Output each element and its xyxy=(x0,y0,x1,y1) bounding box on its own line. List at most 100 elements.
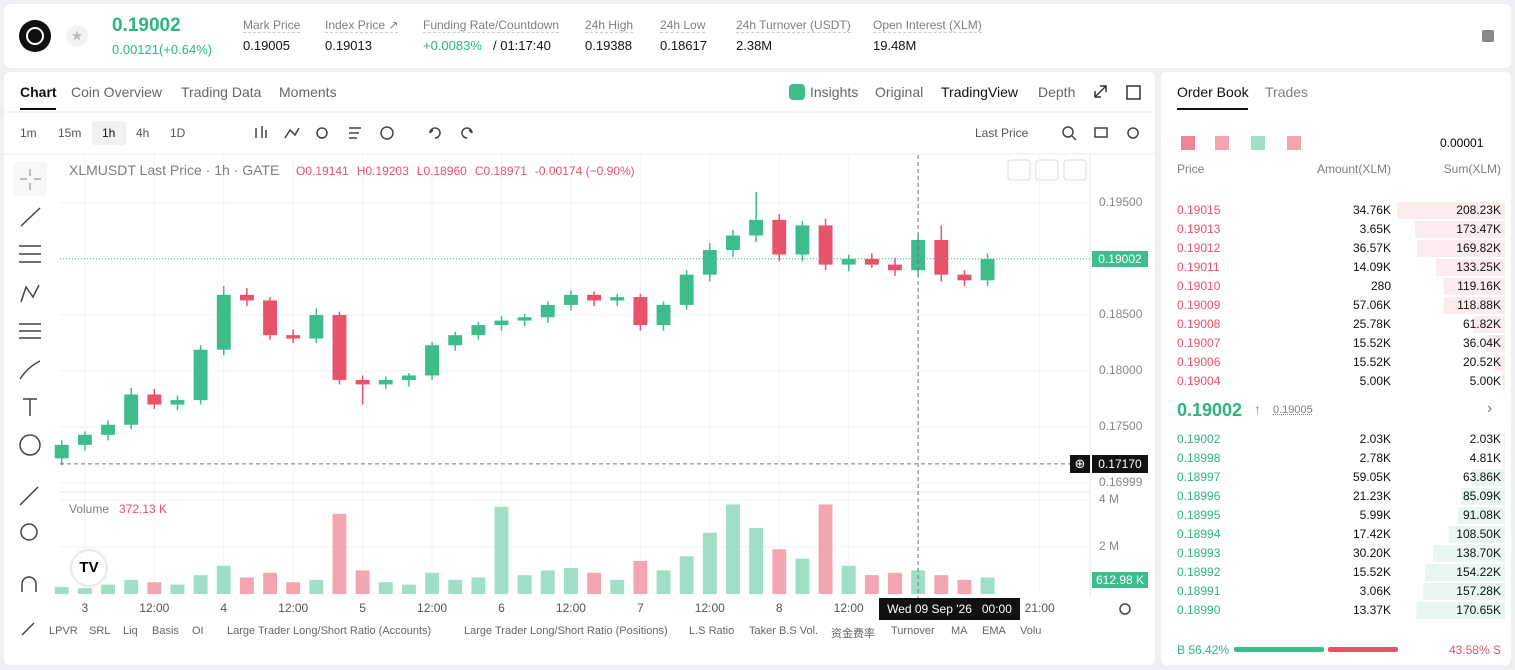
interval[interactable]: 1D xyxy=(170,126,186,140)
chart-tab[interactable]: Chart xyxy=(20,84,57,100)
book-mid-price: 0.19002 xyxy=(1177,400,1243,420)
book-sum: 133.25K xyxy=(1456,260,1501,274)
depth-bar xyxy=(1433,545,1505,562)
book-amount: 30.20K xyxy=(1352,546,1391,560)
indicator[interactable]: Liq xyxy=(123,625,138,637)
candle-body xyxy=(564,294,578,305)
book-precision[interactable]: 0.00001 xyxy=(1440,136,1484,150)
book-price: 0.19012 xyxy=(1177,241,1221,255)
depth-bar xyxy=(1494,354,1505,371)
book-price: 0.19008 xyxy=(1177,317,1221,331)
depth-bar xyxy=(1397,202,1505,219)
view-tab[interactable]: TradingView xyxy=(941,84,1019,100)
top-bar xyxy=(4,4,1511,68)
indicator[interactable]: Large Trader Long/Short Ratio (Accounts) xyxy=(227,625,432,637)
indicator[interactable]: 资金费率 xyxy=(831,628,875,640)
indicator[interactable]: Volu xyxy=(1020,625,1042,637)
icon[interactable] xyxy=(1126,85,1141,100)
icon[interactable] xyxy=(1482,30,1494,42)
candle-body xyxy=(656,304,671,326)
stat-label: Mark Price xyxy=(243,18,301,33)
indicator[interactable]: Turnover xyxy=(891,625,935,637)
plot: 0.169990.175000.180000.185000.190000.195… xyxy=(54,155,1143,615)
book-tab[interactable]: Order Book xyxy=(1177,84,1249,100)
depth-bar xyxy=(1416,240,1505,257)
indicator[interactable]: EMA xyxy=(982,625,1006,637)
button[interactable] xyxy=(1007,159,1031,181)
x-tick-label: 7 xyxy=(637,601,644,615)
candle-body xyxy=(147,394,162,405)
chart-tab[interactable]: Trading Data xyxy=(181,84,262,100)
volume-bar xyxy=(795,558,810,594)
candle-body xyxy=(378,379,393,385)
legend-open: O0.19141 xyxy=(296,164,349,178)
volume-bar xyxy=(193,575,208,594)
book-sum: 5.00K xyxy=(1469,374,1501,388)
volume-bar xyxy=(378,582,393,594)
indicator[interactable]: L.S Ratio xyxy=(689,625,735,637)
volume-bar xyxy=(656,570,671,594)
indicator[interactable]: MA xyxy=(951,625,968,637)
x-tick-label: 12:00 xyxy=(834,601,864,615)
candle-body xyxy=(818,225,833,265)
stat-label: 24h Turnover (USDT) xyxy=(736,18,851,33)
column-header: Amount(XLM) xyxy=(1316,162,1391,176)
add-alert[interactable]: ⊕ xyxy=(1070,455,1090,473)
chart-tab[interactable]: Moments xyxy=(279,84,337,100)
button[interactable] xyxy=(1063,159,1087,181)
volume-bar xyxy=(633,561,648,594)
view-tab[interactable]: Depth xyxy=(1038,84,1076,100)
book-amount: 21.23K xyxy=(1352,489,1391,503)
sell-ratio: 43.58% S xyxy=(1448,643,1501,657)
x-tick-label: 4 xyxy=(220,601,227,615)
book-sum: 2.03K xyxy=(1469,432,1501,446)
book-view[interactable] xyxy=(1181,136,1195,150)
book-view[interactable] xyxy=(1287,136,1301,150)
indicator[interactable]: Large Trader Long/Short Ratio (Positions… xyxy=(464,625,668,637)
interval[interactable]: 1h xyxy=(102,126,116,140)
legend-ohlc: O0.19141 H0.19203 L0.18960 C0.18971 -0.00174… xyxy=(296,164,635,178)
book-amount: 34.76K xyxy=(1352,203,1391,217)
stat-label: Index Price ↗ xyxy=(325,18,399,33)
indicator[interactable]: Basis xyxy=(152,625,179,637)
depth-bar xyxy=(1443,278,1505,295)
book-tab[interactable]: Trades xyxy=(1265,84,1309,100)
indicator[interactable]: Taker B.S Vol. xyxy=(749,625,819,637)
stat-value: 0.19388 xyxy=(585,38,632,53)
interval[interactable]: 4h xyxy=(136,126,150,140)
indicator[interactable]: OI xyxy=(192,625,204,637)
book-sum: 91.08K xyxy=(1462,508,1501,522)
chevron[interactable]: › xyxy=(1487,400,1493,417)
interval[interactable]: 15m xyxy=(58,126,82,140)
candle-body xyxy=(239,294,254,301)
depth-bar xyxy=(1443,297,1505,314)
x-tick-label: 8 xyxy=(776,601,783,615)
price-type[interactable]: Last Price xyxy=(975,126,1029,140)
icon[interactable] xyxy=(1094,85,1107,98)
book-view[interactable] xyxy=(1215,136,1229,150)
last-price: 0.19002 xyxy=(112,15,181,36)
chart-tab[interactable]: Coin Overview xyxy=(71,84,163,100)
view-tab[interactable]: Original xyxy=(875,84,924,100)
book-sum: 4.81K xyxy=(1469,451,1501,465)
interval[interactable]: 1m xyxy=(20,126,37,140)
x-tick-label: 12:00 xyxy=(278,601,308,615)
book-amount: 57.06K xyxy=(1352,298,1391,312)
volume-bar xyxy=(101,584,115,594)
button[interactable] xyxy=(1035,159,1059,181)
depth-bar xyxy=(1448,526,1505,543)
column-header: Sum(XLM) xyxy=(1443,162,1501,176)
volume-bar xyxy=(170,584,185,594)
favorite[interactable] xyxy=(66,25,88,47)
candle-body xyxy=(633,297,648,326)
stat-label: 24h Low xyxy=(660,18,706,33)
x-tick-label: 12:00 xyxy=(139,601,169,615)
settings-icon[interactable] xyxy=(1119,603,1131,615)
book-view[interactable] xyxy=(1251,136,1265,150)
stat-extra: / 01:17:40 xyxy=(493,38,551,53)
indicator[interactable]: SRL xyxy=(89,625,111,637)
view-tab[interactable]: Insights xyxy=(810,84,859,100)
indicator[interactable]: LPVR xyxy=(49,625,78,637)
